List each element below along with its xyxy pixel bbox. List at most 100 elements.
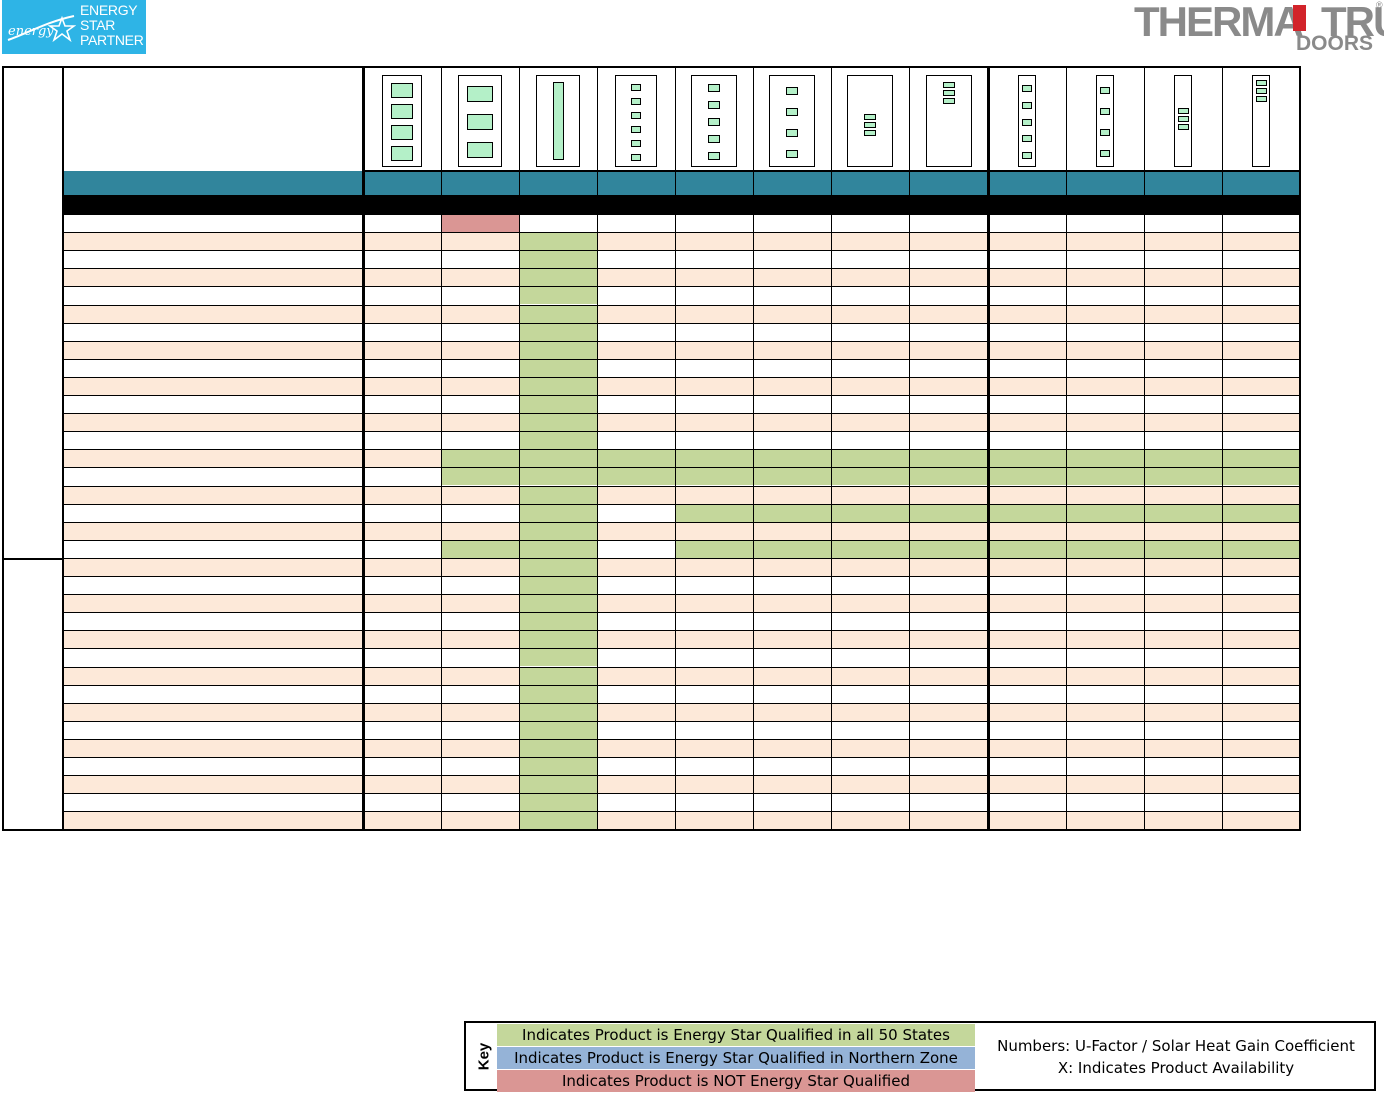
glass-pane-icon [467, 142, 493, 158]
row-line [62, 667, 1300, 668]
row-line [62, 612, 1300, 613]
energy-star-logo: energy ENERGY STAR PARTNER [2, 0, 146, 54]
col-line [597, 66, 598, 831]
glass-pane-icon [467, 86, 493, 102]
qualified-cell [519, 630, 597, 649]
door-diagram-icon [925, 75, 972, 167]
row-line [62, 630, 1300, 631]
qualified-cell [675, 449, 753, 468]
qualified-cell [519, 666, 597, 685]
glass-pane-icon [708, 151, 720, 160]
qualified-cell [831, 539, 909, 558]
qualified-cell [1222, 503, 1300, 522]
therma-tru-doors: DOORS [1296, 32, 1374, 55]
qualified-cell [831, 503, 909, 522]
key-qualified-all: Indicates Product is Energy Star Qualifi… [497, 1024, 975, 1046]
qualified-cell [519, 539, 597, 558]
glass-pane-icon [467, 114, 493, 130]
qualified-cell [519, 521, 597, 540]
glass-pane-icon [391, 83, 413, 98]
row-line [62, 685, 1300, 686]
row-line [62, 522, 1300, 523]
qualified-cell [675, 467, 753, 486]
row-line [62, 811, 1300, 812]
glass-pane-icon [1022, 135, 1032, 143]
row-line [62, 504, 1300, 505]
glass-pane-icon [631, 139, 641, 147]
qualified-cell [909, 449, 988, 468]
door-diagram-icon [536, 75, 580, 167]
table-row [62, 576, 1300, 595]
glass-pane-icon [786, 149, 798, 158]
qualified-cell [519, 594, 597, 613]
qualified-cell [441, 539, 519, 558]
row-line [62, 648, 1300, 649]
qualified-cell [988, 539, 1066, 558]
qualified-cell [519, 485, 597, 504]
qualified-cell [753, 503, 831, 522]
qualified-cell [988, 467, 1066, 486]
qualified-cell [1144, 539, 1222, 558]
glass-pane-icon [1022, 118, 1032, 126]
header-line [363, 170, 1300, 172]
qualified-cell [519, 250, 597, 269]
qualified-cell [988, 503, 1066, 522]
table-row [62, 557, 1300, 576]
qualified-cell [519, 702, 597, 721]
glass-pane-icon [1255, 80, 1267, 86]
glass-pane-icon [942, 82, 955, 88]
qualified-cell [519, 467, 597, 486]
table-row [62, 250, 1300, 269]
col-line [1144, 66, 1145, 831]
row-line [62, 721, 1300, 722]
row-line [62, 214, 1300, 215]
glass-pane-icon [631, 153, 641, 161]
qualified-cell [753, 449, 831, 468]
qualified-cell [519, 268, 597, 287]
qualified-cell [1222, 539, 1300, 558]
col-line [1066, 66, 1067, 831]
row-line [62, 250, 1300, 251]
table-row [62, 376, 1300, 395]
registered-mark: ® [1376, 0, 1383, 10]
glass-pane-icon [864, 114, 876, 120]
row-line [62, 323, 1300, 324]
glass-pane-icon [1022, 101, 1032, 109]
glass-pane-icon [708, 101, 720, 110]
qualified-cell [1066, 467, 1144, 486]
qualified-cell [519, 738, 597, 757]
qualified-cell [519, 684, 597, 703]
door-diagram-icon [1096, 75, 1114, 167]
key-note-numbers: Numbers: U-Factor / Solar Heat Gain Coef… [997, 1037, 1355, 1055]
row-line [62, 540, 1300, 541]
row-line [62, 467, 1300, 468]
glass-pane-icon [1100, 87, 1110, 94]
door-diagram-icon [615, 75, 657, 167]
header-black-band [62, 195, 1300, 214]
outer-right-border [1299, 66, 1301, 831]
qualified-cell [675, 503, 753, 522]
therma-tru-wordmark: THERMA TRU [1134, 0, 1384, 45]
qualified-cell [1222, 449, 1300, 468]
door-energy-table [2, 66, 1301, 831]
qualified-cell [597, 449, 675, 468]
glass-pane-icon [1255, 88, 1267, 94]
table-row [62, 232, 1300, 251]
qualified-cell [519, 376, 597, 395]
table-row [62, 666, 1300, 685]
glass-pane-icon [708, 134, 720, 143]
qualified-cell [909, 467, 988, 486]
table-row [62, 811, 1300, 830]
glass-pane-icon [708, 84, 720, 93]
glass-pane-icon [631, 111, 641, 119]
qualified-cell [988, 449, 1066, 468]
row-line [62, 486, 1300, 487]
qualified-cell [519, 304, 597, 323]
table-row [62, 793, 1300, 812]
row-line [62, 431, 1300, 432]
qualified-cell [519, 322, 597, 341]
table-row [62, 340, 1300, 359]
qualified-cell [519, 449, 597, 468]
door-diagram-icon [458, 75, 502, 167]
glass-pane-icon [708, 118, 720, 126]
